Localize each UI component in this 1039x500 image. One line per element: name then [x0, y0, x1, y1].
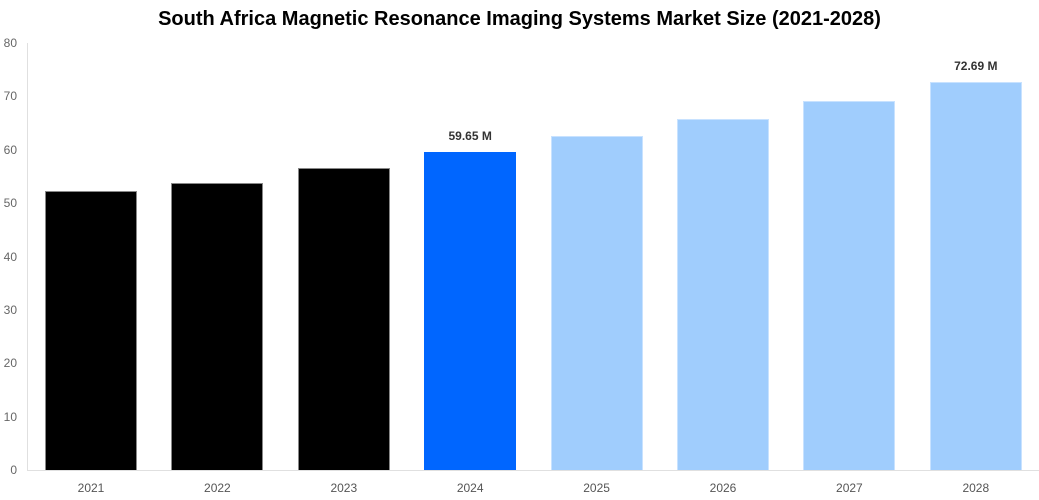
- x-tick-label: 2021: [77, 481, 105, 495]
- y-tick-label: 0: [10, 463, 17, 477]
- x-axis-line: [27, 470, 1039, 471]
- bar-2021[interactable]: [45, 191, 137, 470]
- bar-2028[interactable]: [929, 82, 1022, 470]
- chart-title: South Africa Magnetic Resonance Imaging …: [158, 8, 881, 30]
- bar-2023[interactable]: [297, 167, 390, 470]
- x-tick-label: 2025: [583, 481, 610, 495]
- y-tick-label: 60: [3, 142, 17, 157]
- x-tick-label: 2024: [456, 481, 484, 495]
- y-tick-label: 70: [3, 89, 17, 104]
- bar-2025[interactable]: [550, 136, 643, 470]
- value-label-2028: 72.69 M: [954, 59, 998, 74]
- y-tick-label: 20: [3, 356, 17, 371]
- bar-2024[interactable]: [424, 151, 517, 470]
- y-tick-label: 40: [3, 249, 17, 264]
- x-tick-label: 2022: [204, 481, 231, 495]
- x-tick-label: 2027: [836, 481, 863, 495]
- value-label-2024: 59.65 M: [448, 128, 492, 143]
- bar-2022[interactable]: [171, 183, 264, 470]
- y-tick-label: 10: [3, 409, 17, 424]
- y-tick-label: 30: [3, 302, 17, 317]
- x-tick-label: 2023: [330, 481, 358, 495]
- x-tick-label: 2026: [709, 481, 737, 495]
- y-tick-label: 80: [3, 36, 17, 50]
- x-tick-label: 2028: [962, 481, 990, 495]
- y-axis-line: [27, 43, 28, 471]
- bar-2026[interactable]: [677, 119, 769, 470]
- bar-2027[interactable]: [803, 101, 896, 470]
- y-tick-label: 50: [3, 196, 17, 211]
